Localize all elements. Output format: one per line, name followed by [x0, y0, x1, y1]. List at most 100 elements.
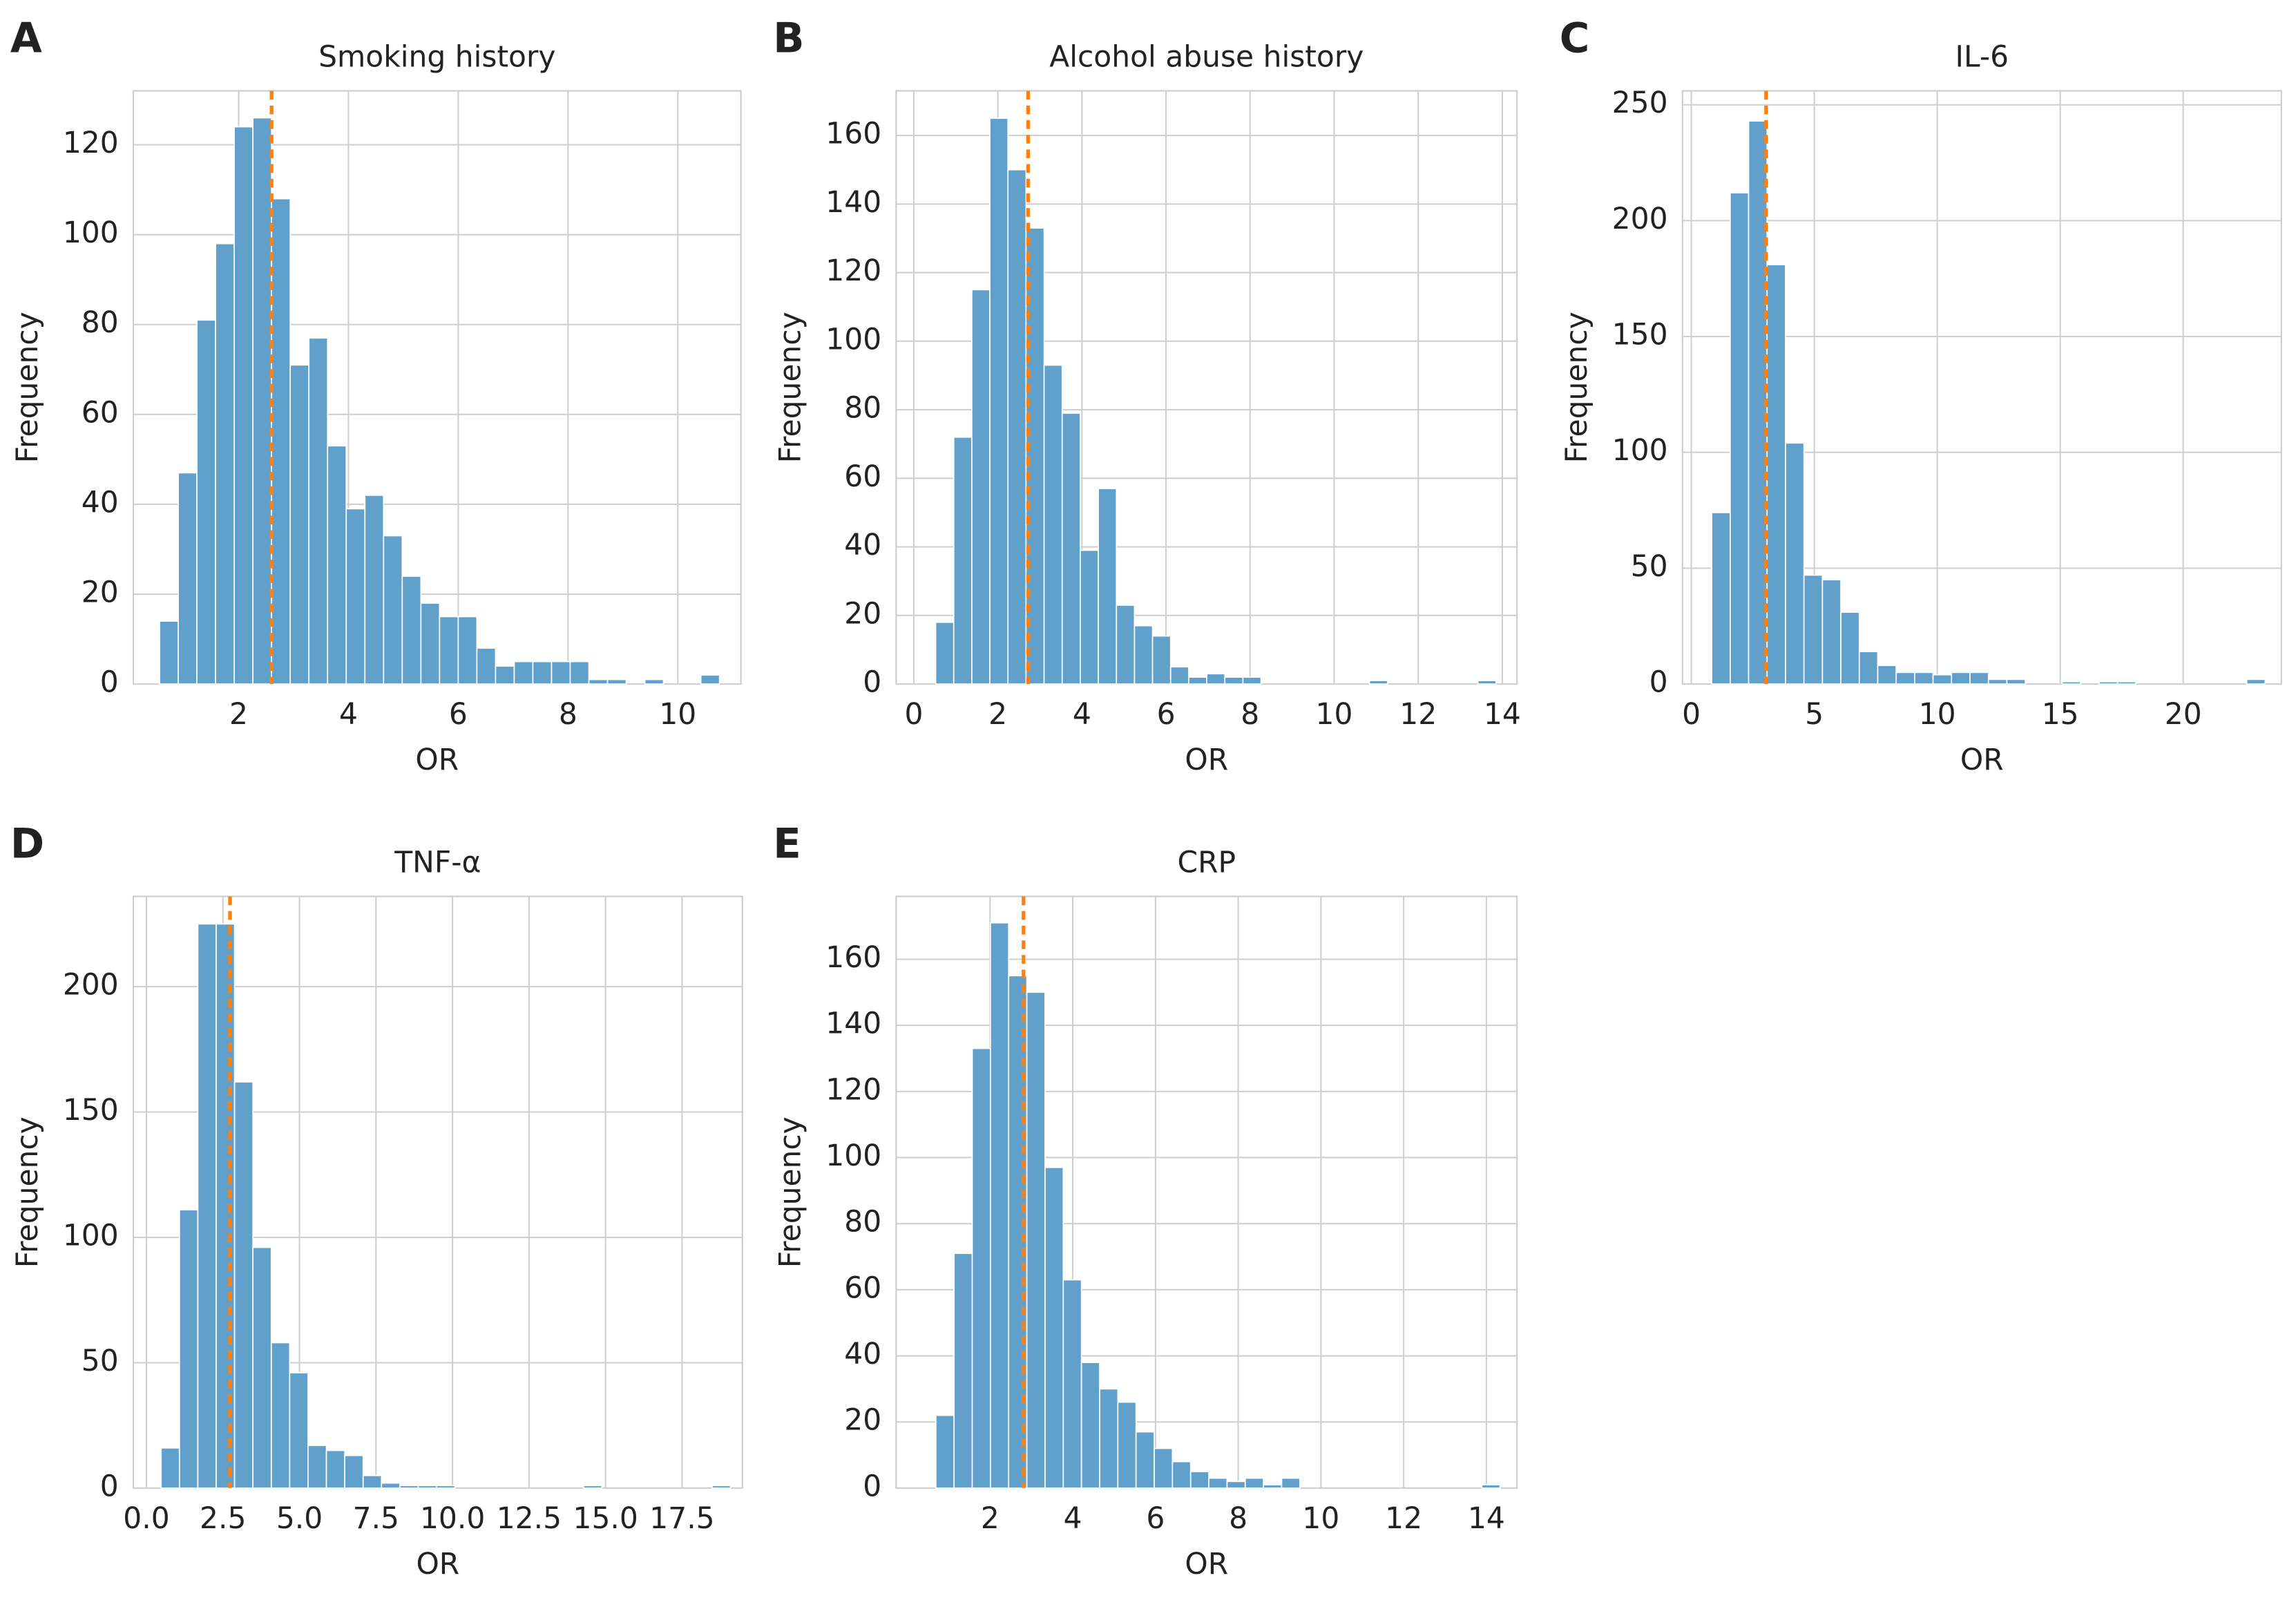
bar — [551, 660, 571, 685]
bar — [457, 616, 478, 685]
bar — [1481, 1484, 1501, 1489]
bar — [2006, 678, 2026, 685]
y-tick-label: 40 — [844, 528, 881, 562]
x-tick-label: 14 — [1468, 1501, 1505, 1535]
bar — [233, 1081, 254, 1489]
x-tick-label: 8 — [559, 697, 577, 731]
y-tick-label: 40 — [844, 1337, 881, 1371]
y-tick-label: 40 — [82, 485, 119, 519]
bar — [513, 660, 534, 685]
bar — [270, 1342, 291, 1489]
y-axis-label: Frequency — [773, 312, 807, 463]
y-tick-label: 0 — [863, 1469, 881, 1503]
y-tick-label: 20 — [844, 1403, 881, 1437]
bar — [399, 1485, 419, 1489]
bar — [216, 923, 236, 1489]
bar — [252, 117, 273, 685]
bar — [476, 647, 497, 685]
panel-label: C — [1560, 15, 1590, 62]
x-tick-label: 0 — [904, 697, 923, 731]
bar — [252, 1246, 272, 1489]
bar — [1951, 672, 1971, 685]
bar — [1080, 549, 1099, 685]
y-tick-label: 140 — [825, 185, 881, 219]
x-axis-label: OR — [1185, 1547, 1228, 1581]
x-tick-label: 5 — [1805, 697, 1824, 731]
bar — [1099, 1388, 1119, 1489]
bar — [289, 1372, 309, 1489]
bar — [327, 445, 347, 685]
y-tick-label: 160 — [825, 940, 881, 974]
x-tick-label: 7.5 — [353, 1501, 399, 1535]
bar — [1914, 672, 1934, 685]
x-tick-label: 6 — [449, 697, 468, 731]
y-axis-label: Frequency — [10, 312, 44, 463]
bar — [1154, 1447, 1174, 1489]
bar — [495, 665, 515, 685]
x-tick-label: 8 — [1229, 1501, 1247, 1535]
bar — [160, 1447, 180, 1489]
x-tick-label: 4 — [1064, 1501, 1082, 1535]
y-tick-label: 20 — [844, 596, 881, 630]
x-tick-label: 6 — [1157, 697, 1176, 731]
chart-title: TNF-α — [394, 845, 481, 879]
bar — [1208, 1477, 1228, 1489]
bar — [990, 922, 1010, 1489]
bar — [325, 1449, 345, 1489]
bar — [364, 495, 385, 685]
y-tick-label: 140 — [825, 1007, 881, 1040]
bar — [178, 1209, 199, 1489]
x-tick-label: 14 — [1484, 697, 1521, 731]
x-tick-label: 0.0 — [123, 1501, 169, 1535]
bar — [711, 1485, 731, 1489]
x-tick-label: 10 — [1919, 697, 1956, 731]
bar — [1189, 1471, 1209, 1489]
x-tick-label: 4 — [339, 697, 358, 731]
bar — [1840, 611, 1860, 685]
bar — [1281, 1477, 1301, 1489]
y-tick-label: 0 — [1649, 665, 1668, 699]
y-tick-label: 80 — [844, 1205, 881, 1239]
bar — [233, 126, 254, 685]
bar — [935, 1414, 955, 1489]
bar — [1729, 192, 1750, 685]
bar — [700, 674, 720, 685]
bar — [1169, 666, 1189, 685]
bar — [2098, 681, 2118, 685]
bar — [308, 337, 329, 685]
y-axis-label: Frequency — [10, 1116, 44, 1268]
y-tick-label: 120 — [825, 1072, 881, 1106]
bar — [1080, 1362, 1100, 1489]
bar — [1043, 364, 1063, 685]
x-tick-label: 2 — [229, 697, 248, 731]
y-tick-label: 50 — [1631, 549, 1668, 583]
bar — [1263, 1484, 1283, 1489]
x-tick-label: 10.0 — [420, 1501, 485, 1535]
x-tick-label: 12 — [1399, 697, 1437, 731]
bar — [582, 1485, 603, 1489]
bar — [1026, 991, 1046, 1489]
y-tick-label: 0 — [100, 1469, 119, 1503]
bar — [289, 364, 310, 685]
y-tick-label: 150 — [63, 1093, 119, 1127]
bar — [362, 1474, 383, 1489]
x-tick-label: 10 — [659, 697, 696, 731]
bar — [1062, 1279, 1082, 1489]
bar — [1135, 1431, 1155, 1489]
bar — [1133, 625, 1154, 685]
bar — [307, 1445, 327, 1489]
y-tick-label: 0 — [100, 665, 119, 699]
bar — [1877, 665, 1897, 685]
y-tick-label: 200 — [1612, 202, 1668, 236]
bar — [420, 602, 441, 685]
y-tick-label: 200 — [63, 968, 119, 1002]
chart-title: CRP — [1177, 845, 1236, 879]
x-tick-label: 4 — [1073, 697, 1091, 731]
y-tick-label: 120 — [63, 126, 119, 160]
bar — [215, 242, 235, 685]
bar — [1061, 412, 1081, 685]
bar — [971, 1047, 991, 1489]
bar — [383, 535, 403, 685]
x-tick-label: 15 — [2042, 697, 2079, 731]
bar — [1969, 672, 1989, 685]
